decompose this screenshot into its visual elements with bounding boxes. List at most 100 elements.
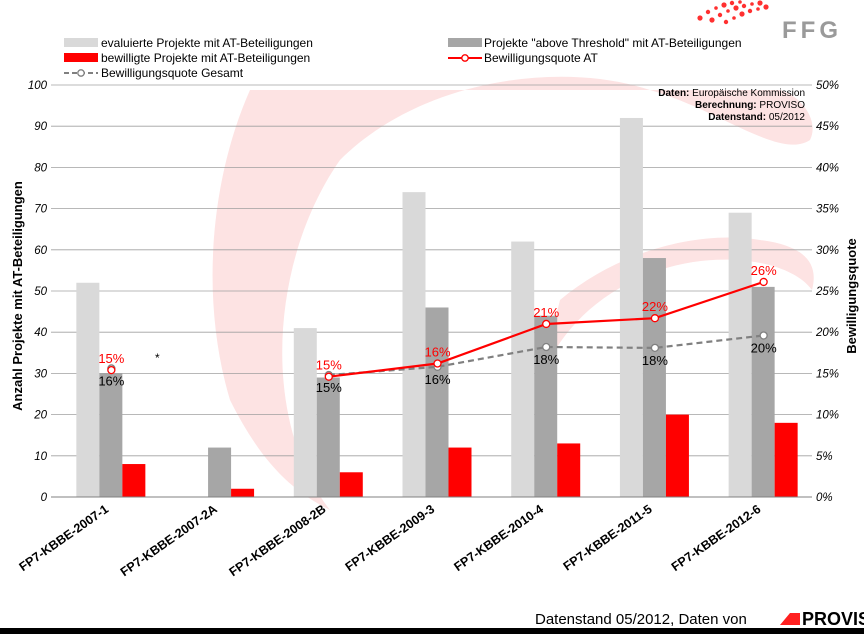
y-tick-label: 30 [34,368,47,380]
y-tick-label: 10 [34,451,47,463]
logo-dot [757,0,763,6]
y2-axis-title: Bewilligungsquote [844,238,859,354]
y-tick-label: 80 [34,162,47,174]
source-box: Daten: Europäische Kommission Berechnung… [658,88,805,123]
x-tick-label: FP7-KBBE-2009-3 [343,502,438,574]
logo-dot [763,4,769,10]
bar-evaluated [76,282,100,497]
y-tick-label: 50 [34,286,47,298]
logo-dot [729,0,735,6]
source-line-2: Berechnung: PROVISO [695,100,805,111]
rate-at-point [107,365,116,375]
y2-tick-label: 35% [816,204,839,216]
rate-total-point [542,342,551,352]
y-axis-title: Anzahl Projekte mit AT-Beteiligungen [10,181,25,411]
y2-tick-label: 30% [816,245,839,257]
logo-dot [723,19,729,25]
y-tick-label: 90 [34,121,47,133]
bars [76,117,798,498]
x-tick-label: FP7-KBBE-2008-2B [227,502,329,579]
y2-tick-label: 10% [816,410,839,422]
annotation-asterisk: * [155,351,160,365]
source-line-1: Daten: Europäische Kommission [658,88,805,99]
y2-tick-label: 40% [816,162,839,174]
legend-label-rate-total: Bewilligungsquote Gesamt [101,66,244,80]
y2-tick-label: 50% [816,80,839,92]
logo-dot [697,15,703,21]
x-tick-label: FP7-KBBE-2010-4 [451,502,546,574]
rate-at-data-label: 21% [533,305,559,320]
logo-dot [709,17,715,23]
logo-dot [750,2,754,6]
bar-evaluated [402,192,426,497]
bar-above-threshold [208,447,232,497]
legend: evaluierte Projekte mit AT-Beteiligungen… [64,36,742,80]
rate-at-data-label: 15% [316,358,342,373]
y-tick-label: 20 [33,410,47,422]
bar-above-threshold [99,373,123,497]
legend-label-approved: bewilligte Projekte mit AT-Beteiligungen [101,51,310,65]
bar-evaluated [619,117,643,498]
rate-total-data-label: 18% [642,353,668,368]
legend-swatch-approved [64,53,98,62]
y-tick-label: 0 [41,492,48,504]
bar-above-threshold [534,315,558,497]
proviso-logo-text: PROVISO [802,609,864,629]
legend-label-rate-at: Bewilligungsquote AT [484,51,599,65]
rate-at-data-label: 22% [642,299,668,314]
bar-above-threshold [425,307,449,497]
y-tick-label: 100 [28,80,48,92]
y2-tick-label: 5% [816,451,833,463]
background-swoosh [212,76,814,510]
rate-at-point [542,319,551,329]
legend-marker-rate-total [77,69,85,77]
bar-evaluated [293,328,317,497]
bar-approved [122,464,146,497]
rate-at-point [433,359,442,368]
logo-dot [721,2,727,8]
logo-dot [738,0,742,4]
bar-approved [448,447,472,497]
logo-dot [747,8,753,14]
bar-evaluated [511,241,535,497]
logo-dot [717,12,723,18]
proviso-logo: PROVISO [780,609,864,629]
logo-dot [739,11,745,17]
y2-tick-label: 15% [816,368,839,380]
x-tick-label: FP7-KBBE-2011-5 [561,502,655,574]
logo-dot [705,9,711,15]
logo-dot [756,7,760,11]
logo-dot [732,16,736,20]
rate-total-data-label: 20% [751,340,777,355]
rate-total-data-label: 16% [98,373,124,388]
bar-approved [557,443,581,497]
legend-swatch-above-threshold [448,38,482,47]
rate-lines: 16% 15% 16% 18% 18% 20% 15% 15% 16% 21% 22% 26% [98,263,777,395]
rate-total-data-label: 16% [424,372,450,387]
bar-above-threshold [642,258,666,497]
bar-above-threshold [316,377,340,497]
bar-above-threshold [751,286,775,497]
rate-total-point [650,343,660,353]
x-tick-label: FP7-KBBE-2007-2A [118,502,220,579]
y2-tick-label: 45% [816,121,839,133]
ffg-logo: FFG [697,0,842,44]
y2-tick-label: 25% [815,286,839,298]
rate-total-line [328,334,764,377]
legend-label-evaluated: evaluierte Projekte mit AT-Beteiligungen [101,36,313,50]
legend-marker-rate-at [461,54,469,62]
bar-approved [339,472,363,497]
x-tick-label: FP7-KBBE-2007-1 [17,502,112,574]
y2-tick-label: 20% [815,327,839,339]
ffg-logo-text: FFG [782,17,842,44]
footer-bar [0,628,864,634]
bar-evaluated [728,212,752,497]
bar-approved [774,422,798,497]
x-tick-label: FP7-KBBE-2012-6 [669,502,764,574]
proviso-logo-mark [780,613,800,625]
logo-dot [733,5,739,11]
y-tick-label: 60 [34,245,47,257]
legend-label-above-threshold: Projekte "above Threshold" mit AT-Beteil… [484,36,742,50]
rate-at-point [759,277,768,287]
rate-at-data-label: 15% [98,351,124,366]
